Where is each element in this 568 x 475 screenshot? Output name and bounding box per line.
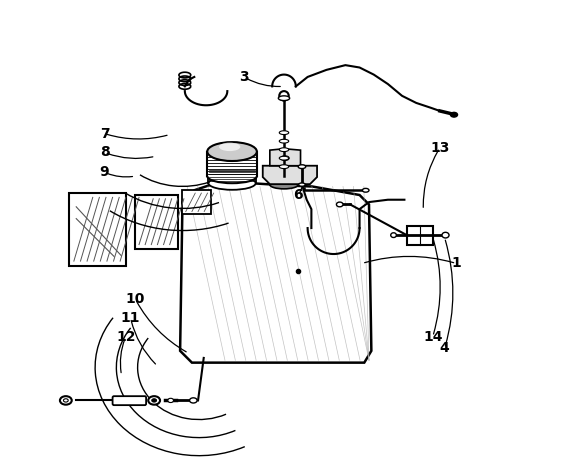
Ellipse shape [219, 142, 240, 151]
FancyBboxPatch shape [112, 396, 146, 405]
Polygon shape [182, 190, 211, 214]
Ellipse shape [152, 399, 157, 402]
Text: 4: 4 [440, 342, 449, 355]
Ellipse shape [190, 398, 197, 403]
Polygon shape [180, 183, 371, 362]
Ellipse shape [207, 142, 257, 161]
Ellipse shape [168, 399, 173, 402]
Text: 6: 6 [293, 188, 303, 202]
Ellipse shape [270, 180, 298, 189]
Text: 14: 14 [423, 330, 442, 344]
Bar [270, 176, 298, 185]
Bar [407, 226, 433, 245]
Ellipse shape [279, 91, 289, 101]
Ellipse shape [299, 183, 305, 186]
Ellipse shape [362, 189, 369, 192]
Text: 1: 1 [452, 256, 461, 270]
Ellipse shape [208, 177, 256, 190]
Text: 9: 9 [100, 165, 110, 180]
Ellipse shape [450, 113, 458, 117]
Ellipse shape [208, 160, 256, 173]
Ellipse shape [60, 396, 72, 405]
Text: 13: 13 [430, 141, 449, 155]
Ellipse shape [279, 131, 289, 134]
Ellipse shape [279, 139, 289, 143]
Text: 12: 12 [116, 330, 136, 344]
Ellipse shape [148, 396, 160, 405]
Ellipse shape [442, 232, 449, 238]
Text: 8: 8 [99, 145, 110, 160]
Ellipse shape [298, 165, 306, 169]
Text: 11: 11 [121, 311, 140, 325]
Ellipse shape [270, 172, 298, 180]
Bar [208, 167, 256, 183]
Polygon shape [270, 149, 300, 166]
Text: 10: 10 [126, 292, 145, 306]
Bar [207, 152, 257, 176]
Ellipse shape [281, 156, 289, 161]
Text: 7: 7 [100, 127, 110, 141]
Polygon shape [69, 193, 126, 266]
Text: 2: 2 [211, 169, 220, 183]
Text: 5: 5 [286, 167, 296, 181]
Ellipse shape [279, 148, 289, 152]
Text: 3: 3 [239, 70, 249, 84]
Polygon shape [135, 195, 178, 249]
Ellipse shape [336, 202, 343, 207]
Ellipse shape [279, 156, 289, 160]
Polygon shape [263, 166, 317, 184]
Ellipse shape [278, 96, 290, 101]
Ellipse shape [279, 165, 289, 169]
Ellipse shape [207, 169, 257, 183]
Ellipse shape [391, 233, 396, 238]
Ellipse shape [64, 399, 68, 402]
